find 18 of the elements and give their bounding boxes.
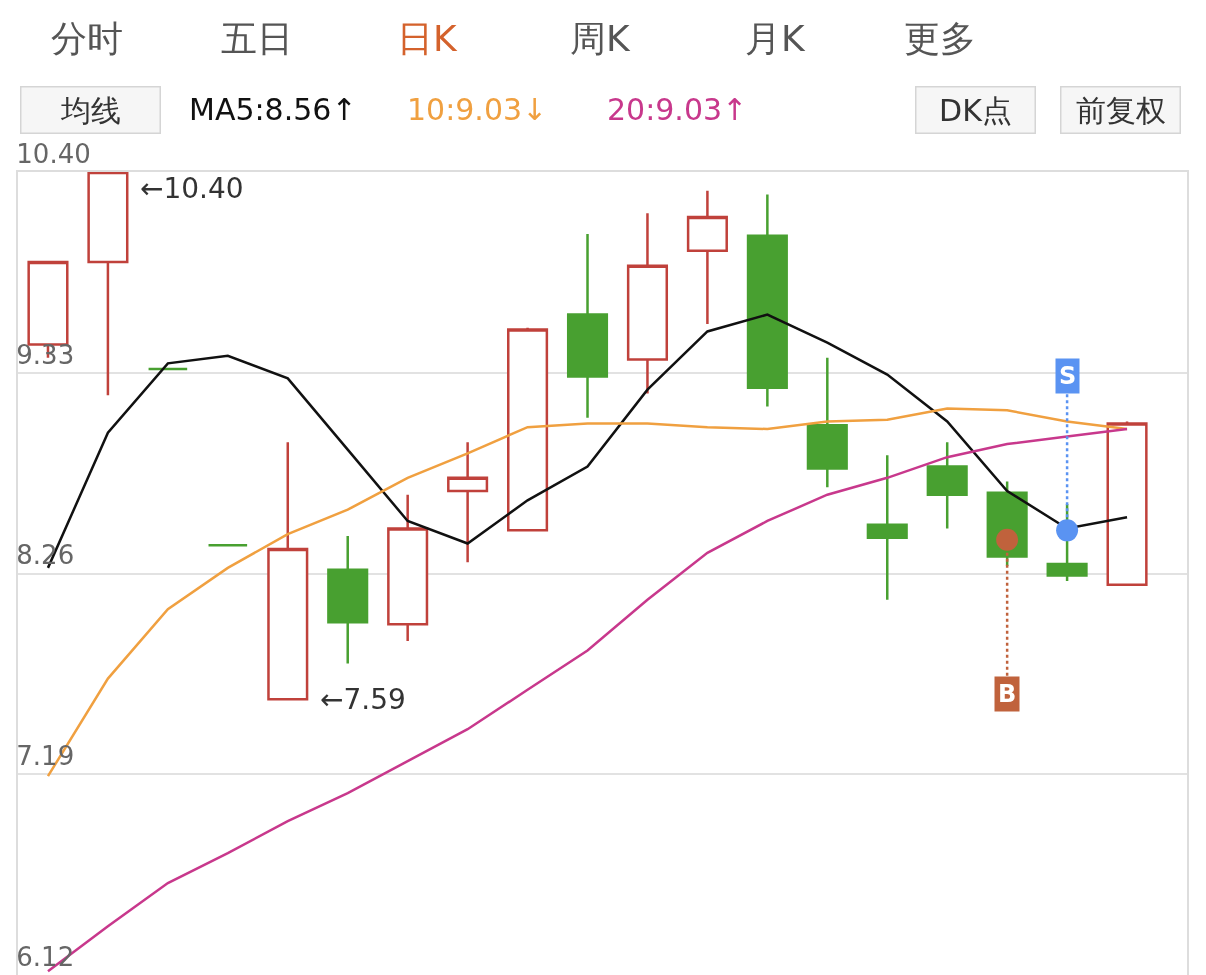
annotation: ←7.59 — [320, 683, 406, 716]
y-tick-label: 10.40 — [16, 138, 91, 169]
text: 日K — [397, 18, 458, 59]
text: 前复权 — [1075, 92, 1166, 128]
text: MA5:8.56↑ — [189, 92, 357, 127]
text: 10:9.03↓ — [407, 92, 548, 127]
text: 20:9.03↑ — [607, 92, 748, 127]
text: 周K — [570, 18, 631, 59]
text: 均线 — [60, 92, 121, 128]
text: 分时 — [51, 18, 123, 59]
text: 更多 — [904, 18, 976, 59]
text: DK点 — [939, 92, 1012, 128]
annotation: ←10.40 — [140, 172, 244, 205]
text: 五日 — [221, 18, 293, 59]
data-label: B — [998, 680, 1017, 708]
data-label: S — [1059, 362, 1077, 390]
text: 月K — [745, 18, 806, 59]
y-tick-label: 9.33 — [16, 339, 75, 370]
